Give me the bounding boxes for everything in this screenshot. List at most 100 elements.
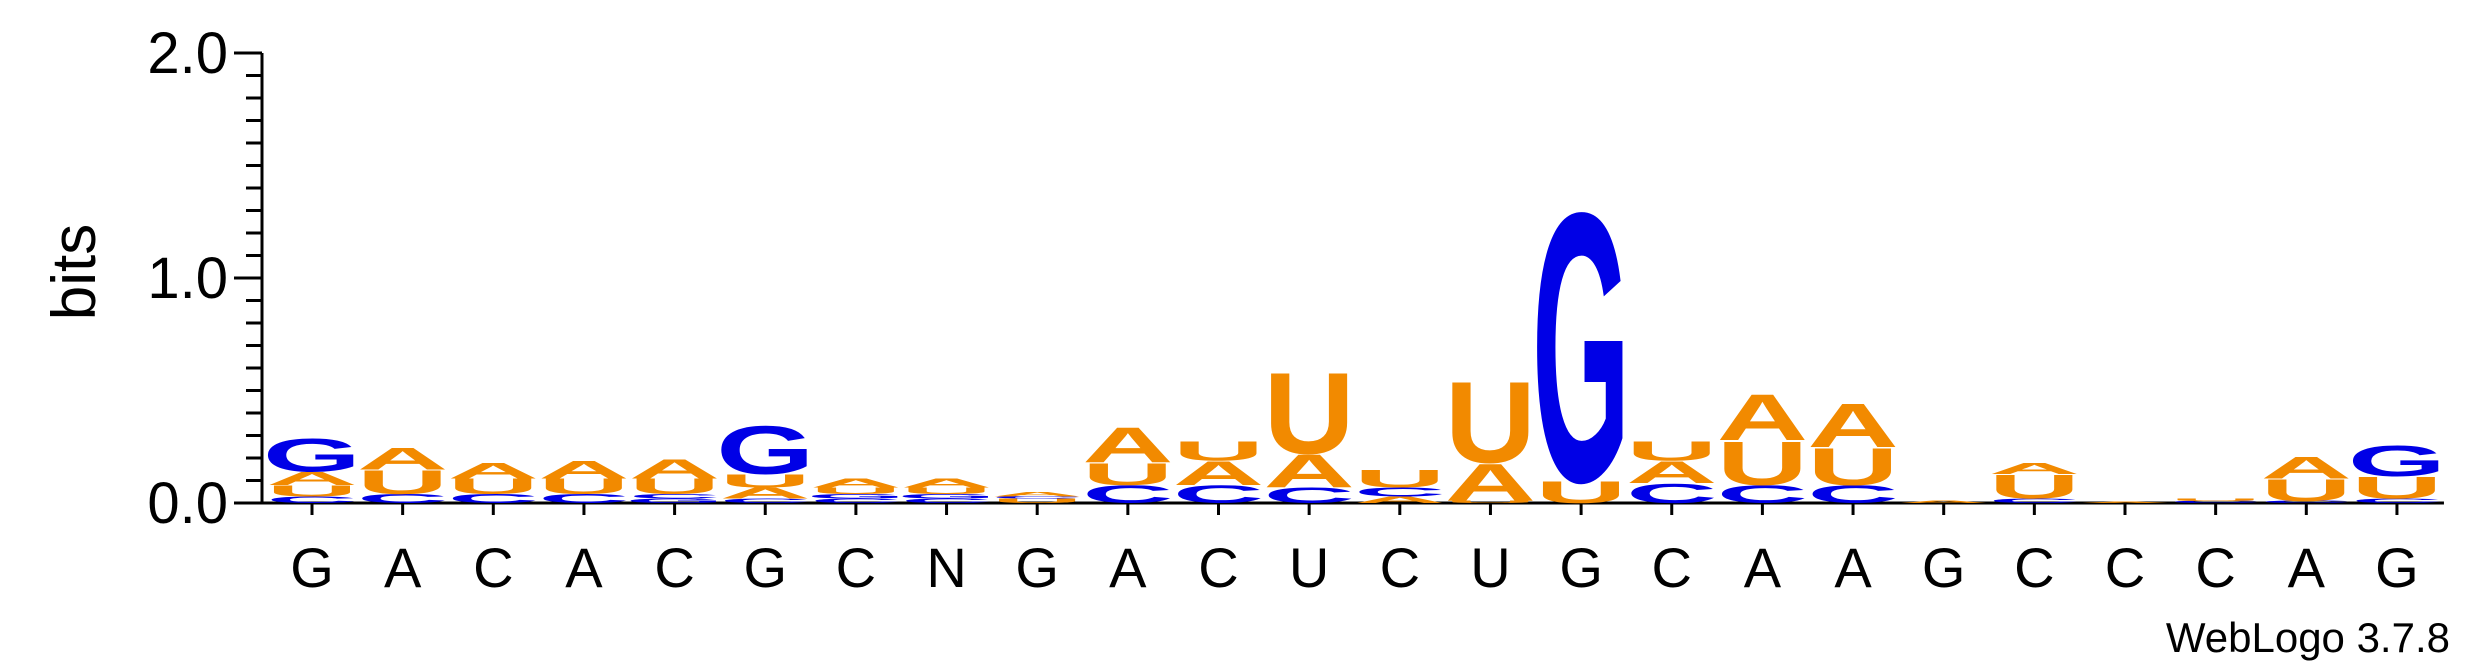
logo-letter-a: A [720,484,811,502]
x-tick-label: A [384,536,422,599]
x-tick-label: C [2105,536,2145,599]
x-tick-label: A [1744,536,1782,599]
logo-letter-a: A [1354,495,1445,505]
logo-letter-u: U [720,470,811,491]
logo-letter-a: A [266,468,357,489]
logo-letter-a: A [1173,454,1264,493]
logo-letter-c: C [538,492,629,506]
logo-letter-a: A [1989,460,2080,478]
logo-letter-c: C [810,497,901,504]
logo-letter-c: C [720,497,811,504]
logo-letter-u: U [266,482,357,500]
logo-letter-g: G [625,497,723,504]
logo-letter-c: C [1263,483,1354,507]
logo-letter-c: C [1354,485,1445,499]
logo-letter-u: U [2170,498,2261,501]
logo-letter-u: U [992,497,1083,504]
x-tick-label: C [1380,536,1420,599]
x-tick-label: G [1922,536,1966,599]
y-tick-label: 1.0 [147,246,228,311]
logo-letter-a: A [1263,445,1354,497]
logo-letter-a: A [357,441,448,476]
logo-letter-u: U [1535,475,1626,510]
x-tick-label: C [473,536,513,599]
x-tick-label: A [2288,536,2326,599]
logo-letter-g: G [807,493,905,500]
x-tick-label: C [1198,536,1238,599]
logo-letter-u: U [2351,470,2442,505]
x-tick-label: G [1559,536,1603,599]
logo-letter-a: A [1082,418,1173,474]
logo-letter-g: G [263,430,361,482]
logo-letter-a: A [901,476,992,490]
x-tick-label: C [836,536,876,599]
x-tick-label: G [290,536,334,599]
logo-letter-c: C [1626,478,1717,509]
logo-letter-c: C [1173,481,1264,509]
logo-letter-c: C [2261,500,2352,503]
logo-letter-a: A [1626,455,1717,490]
y-axis-label: bits [40,224,109,320]
x-tick-label: A [565,536,603,599]
logo-letter-a: A [1445,453,1536,513]
logo-letter-c: C [629,493,720,500]
logo-letter-a: A [810,476,901,490]
logo-letter-u: U [1626,435,1717,466]
axes: 0.0 1.0 2.0 [147,21,2444,536]
logo-letter-g: G [2348,437,2446,486]
logo-letter-c: C [901,497,992,504]
logo-letter-u: U [538,474,629,498]
y-tick-label: 0.0 [147,471,228,536]
logo-letter-u: U [1263,349,1354,479]
x-tick-label: A [1109,536,1147,599]
logo-letter-u: U [1989,467,2080,506]
logo-letter-g: G [716,412,814,489]
y-tick-label: 2.0 [147,21,228,86]
logo-letter-c: C [1807,481,1898,509]
logo-letter-u: U [1173,435,1264,466]
x-tick-label: G [743,536,787,599]
x-tick-label: C [1652,536,1692,599]
logo-letter-c: C [992,496,1083,499]
logo-letter-g: G [897,493,995,500]
x-tick-label: U [1470,536,1510,599]
logo-letter-a: A [2261,450,2352,485]
logo-letter-u: U [1717,429,1808,499]
logo-letter-c: C [266,495,357,505]
logo-letter-a: A [1807,391,1898,461]
logo-letter-a: A [2079,502,2170,504]
logo-letter-u: U [810,486,901,496]
logo-letter-c: C [1082,481,1173,509]
x-tick-label: G [1015,536,1059,599]
logo-letter-a: A [1898,500,1989,503]
weblogo-credit: WebLogo 3.7.8 [2166,614,2450,661]
logo-letter-u: U [1082,457,1173,492]
logo-letter-c: C [357,492,448,506]
logo-letter-a: A [629,453,720,484]
x-tick-label: C [2195,536,2235,599]
logo-letter-u: U [2261,473,2352,508]
logo-letter-u: U [1445,500,1536,503]
x-tick-label: C [2014,536,2054,599]
logo-letter-u: U [901,486,992,496]
x-tick-label: C [654,536,694,599]
logo-letter-u: U [1807,437,1898,497]
logo-letter-a: A [448,459,539,483]
x-tick-label: A [1834,536,1872,599]
logo-letter-g: G [1532,133,1630,563]
logo-letter-c: C [2170,500,2261,503]
logo-letter-c: C [2351,497,2442,504]
logo-letter-a: A [538,456,629,484]
logo-letter-u: U [629,474,720,498]
logo-letter-a: A [992,491,1083,498]
logo-letter-u: U [357,463,448,502]
logo-letter-a: A [1717,381,1808,454]
x-tick-label: U [1289,536,1329,599]
logo-letter-c: C [448,492,539,506]
x-tick-label: N [926,536,966,599]
logo-letter-u: U [448,474,539,498]
logo-letter-c: C [1717,481,1808,509]
